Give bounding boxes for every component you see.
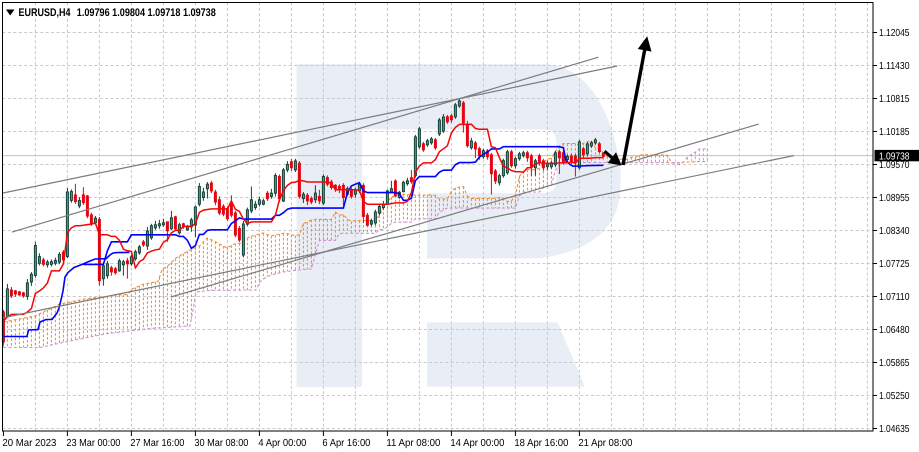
svg-text:1.05865: 1.05865 <box>879 358 910 369</box>
svg-text:1.07110: 1.07110 <box>879 292 910 303</box>
svg-text:1.08340: 1.08340 <box>879 226 910 237</box>
svg-text:1.09738: 1.09738 <box>879 151 910 162</box>
svg-text:6 Apr 16:00: 6 Apr 16:00 <box>322 438 370 449</box>
svg-text:1.04635: 1.04635 <box>879 424 910 435</box>
svg-text:1.05250: 1.05250 <box>879 391 910 402</box>
svg-text:1.09570: 1.09570 <box>879 160 910 171</box>
svg-text:18 Apr 16:00: 18 Apr 16:00 <box>514 438 568 449</box>
svg-text:EURUSD,H4: EURUSD,H4 <box>19 7 72 19</box>
svg-text:1.11430: 1.11430 <box>879 61 910 72</box>
svg-text:14 Apr 00:00: 14 Apr 00:00 <box>450 438 504 449</box>
svg-text:1.07725: 1.07725 <box>879 259 910 270</box>
svg-text:27 Mar 16:00: 27 Mar 16:00 <box>130 438 184 449</box>
svg-text:1.06480: 1.06480 <box>879 325 910 336</box>
svg-text:30 Mar 08:00: 30 Mar 08:00 <box>194 438 248 449</box>
svg-text:1.10185: 1.10185 <box>879 127 910 138</box>
svg-text:11 Apr 08:00: 11 Apr 08:00 <box>386 438 440 449</box>
svg-text:4 Apr 00:00: 4 Apr 00:00 <box>258 438 306 449</box>
svg-text:23 Mar 00:00: 23 Mar 00:00 <box>66 438 120 449</box>
svg-text:1.08955: 1.08955 <box>879 193 910 204</box>
svg-text:1.09796 1.09804 1.09718 1.0973: 1.09796 1.09804 1.09718 1.09738 <box>77 7 216 19</box>
svg-text:21 Apr 08:00: 21 Apr 08:00 <box>578 438 632 449</box>
svg-text:1.10815: 1.10815 <box>879 94 910 105</box>
svg-text:1.12045: 1.12045 <box>879 28 910 39</box>
svg-text:20 Mar 2023: 20 Mar 2023 <box>2 438 56 449</box>
